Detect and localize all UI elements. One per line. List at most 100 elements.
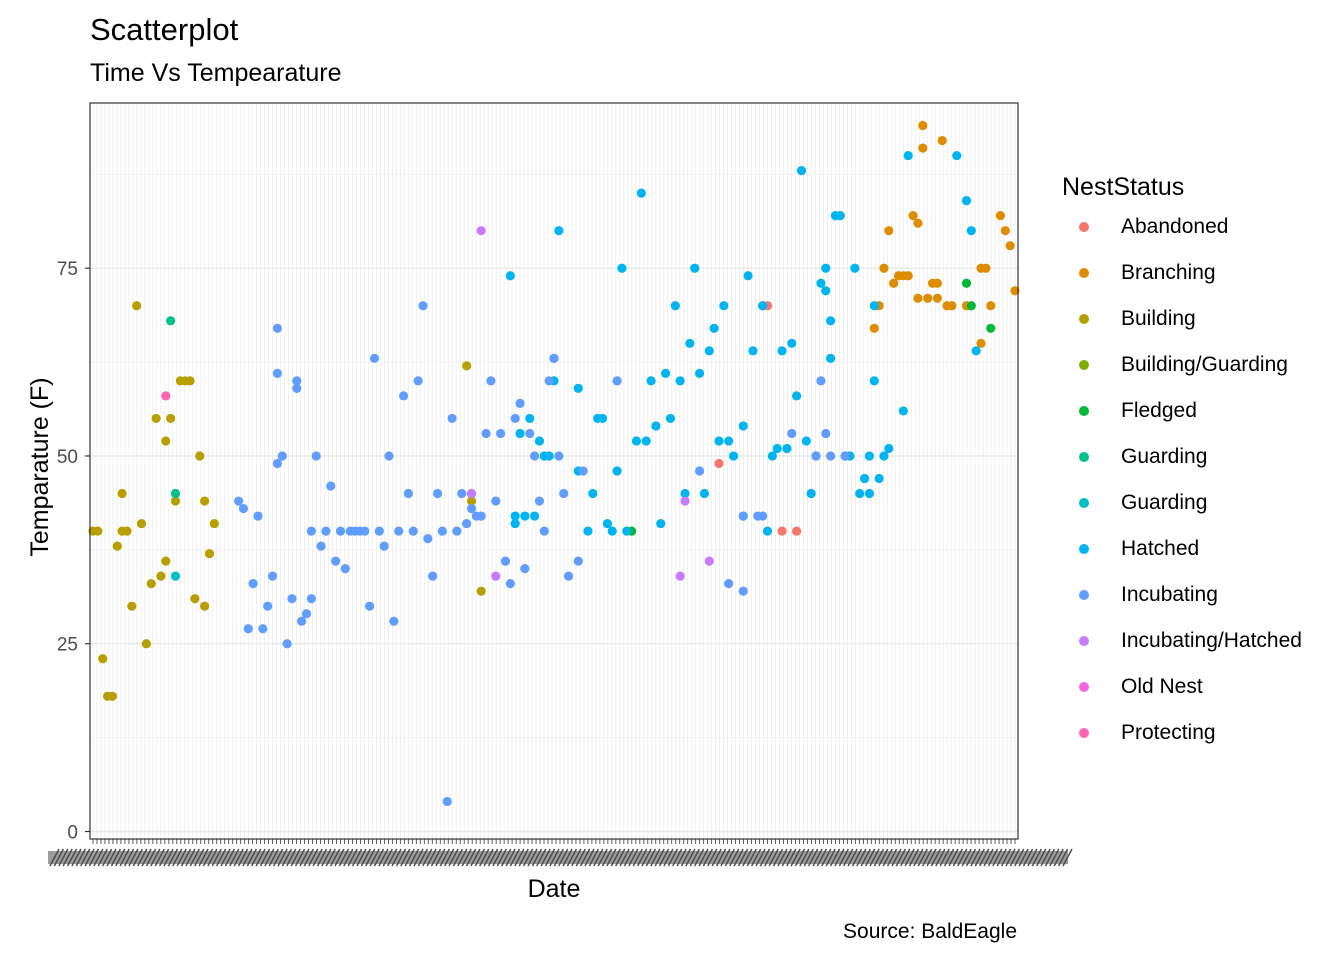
data-point (859, 473, 870, 484)
data-point (694, 368, 705, 378)
data-point (835, 211, 845, 221)
data-point (617, 263, 627, 273)
data-point (554, 226, 564, 236)
data-point (491, 496, 501, 506)
data-point (132, 301, 142, 311)
data-point (855, 488, 865, 499)
data-point (267, 571, 278, 581)
data-point (166, 316, 176, 326)
data-point (767, 451, 777, 461)
data-point (200, 601, 210, 611)
data-point (826, 353, 836, 363)
data-point (738, 421, 748, 431)
data-point (612, 376, 622, 386)
data-point (374, 526, 384, 536)
data-point (127, 601, 137, 611)
data-point (641, 436, 651, 446)
data-point (476, 586, 486, 596)
data-point (898, 406, 908, 416)
data-point (442, 796, 452, 807)
legend-item: Old Nest (1060, 664, 1340, 710)
legend-swatch (1079, 498, 1089, 508)
legend-item: Guarding (1060, 434, 1340, 480)
data-point (335, 526, 346, 536)
legend-item: Abandoned (1060, 204, 1340, 250)
data-point (821, 428, 831, 439)
data-point (840, 451, 850, 461)
data-point (326, 481, 336, 491)
data-point (457, 488, 467, 499)
data-point (534, 496, 545, 506)
data-point (724, 579, 734, 589)
data-point (966, 301, 976, 311)
data-point (597, 413, 608, 424)
legend-swatch (1079, 682, 1089, 692)
data-point (971, 346, 981, 356)
data-point (525, 413, 535, 424)
data-point (588, 488, 598, 499)
legend-label: Protecting (1121, 721, 1216, 744)
data-point (724, 436, 734, 446)
data-point (466, 488, 477, 499)
data-point (714, 458, 724, 469)
data-point (306, 594, 316, 604)
data-point (248, 579, 258, 589)
data-point (578, 466, 588, 476)
y-axis-label: Temparature (F) (26, 377, 54, 557)
data-point (263, 601, 273, 611)
data-point (117, 488, 127, 499)
data-point (161, 391, 171, 401)
data-point (961, 196, 972, 206)
data-point (156, 571, 166, 581)
data-point (481, 428, 491, 439)
data-point (874, 473, 884, 484)
data-point (782, 443, 792, 454)
data-point (772, 443, 782, 454)
data-point (510, 511, 520, 521)
data-point (233, 496, 244, 506)
data-point (272, 323, 282, 333)
y-tick-label: 50 (57, 447, 78, 468)
legend-label: Building/Guarding (1121, 353, 1288, 376)
data-point (204, 549, 215, 559)
data-point (636, 188, 646, 198)
data-point (394, 526, 404, 536)
data-point (583, 526, 593, 536)
data-point (913, 218, 923, 228)
data-point (520, 511, 530, 521)
data-point (665, 413, 676, 424)
data-point (976, 338, 986, 348)
data-point (282, 639, 292, 649)
chart-caption: Source: BaldEagle (843, 920, 1017, 943)
data-point (185, 376, 195, 386)
data-point (379, 541, 389, 551)
data-point (811, 451, 821, 461)
legend-swatch (1079, 452, 1089, 462)
data-point (544, 376, 554, 386)
legend-label: Building (1121, 307, 1196, 330)
data-point (826, 451, 836, 461)
data-point (539, 526, 549, 536)
data-point (491, 571, 501, 581)
data-point (869, 376, 879, 386)
legend-swatch (1079, 544, 1089, 554)
data-point (670, 301, 680, 311)
data-point (981, 263, 991, 273)
data-point (787, 428, 797, 439)
data-point (777, 526, 787, 536)
horizontal-grid-lines (90, 173, 1018, 833)
data-point (520, 564, 530, 574)
data-point (340, 564, 350, 574)
data-point (209, 518, 219, 529)
vertical-grid-lines (92, 103, 1016, 839)
data-point (331, 556, 341, 566)
data-point (500, 556, 511, 566)
data-point (879, 451, 889, 461)
data-point (136, 518, 147, 529)
data-point (107, 691, 118, 701)
data-point (146, 579, 156, 589)
data-point (384, 451, 394, 461)
data-points (88, 120, 1020, 807)
data-point (787, 338, 797, 348)
